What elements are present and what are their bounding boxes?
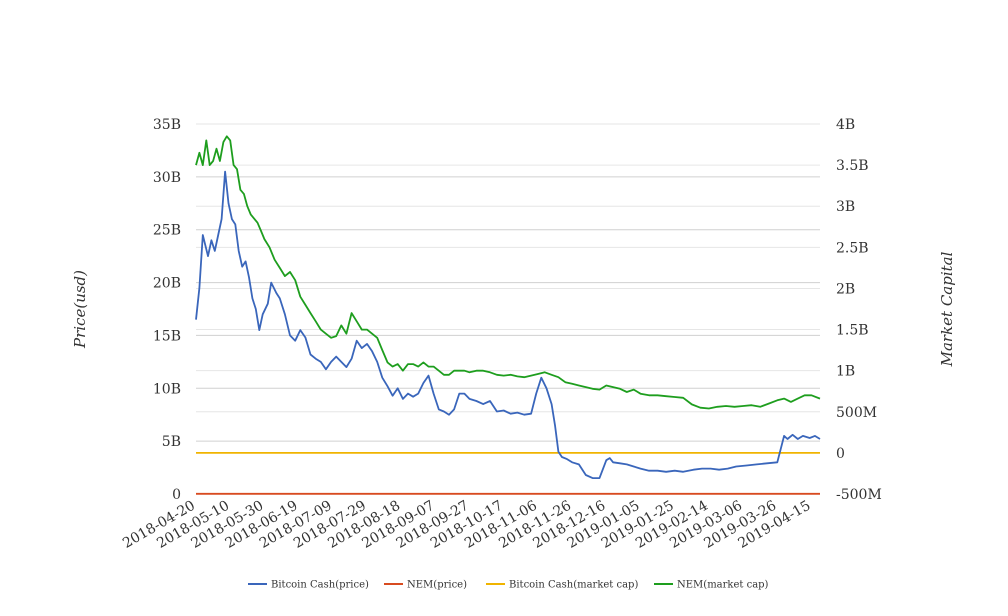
left-tick-label: 20B: [153, 276, 181, 292]
right-tick-label: 1B: [836, 364, 855, 380]
left-tick-label: 35B: [153, 117, 181, 133]
legend-label: NEM(market cap): [677, 580, 769, 591]
legend: Bitcoin Cash(price) NEM(price) Bitcoin Cas…: [248, 580, 769, 591]
right-tick-label: 2.5B: [836, 240, 869, 256]
right-tick-label: 3B: [836, 199, 855, 215]
left-tick-label: 30B: [153, 170, 181, 186]
right-tick-label: 1.5B: [836, 323, 869, 339]
series-line-bitcoin-cash-price: [195, 170, 821, 480]
right-tick-label: 4B: [836, 117, 855, 133]
right-tick-label: 2B: [836, 281, 855, 297]
x-axis-ticks: 2018-04-202018-05-102018-05-302018-06-19…: [120, 498, 813, 552]
left-tick-label: 15B: [153, 328, 181, 344]
series-line-nem-market-cap: [195, 135, 821, 410]
right-tick-label: 0: [836, 446, 845, 462]
legend-label: Bitcoin Cash(market cap): [509, 580, 638, 591]
right-tick-label: 3.5B: [836, 158, 869, 174]
left-tick-label: 5B: [162, 434, 181, 450]
right-axis-ticks: -500M 0 500M 1B 1.5B 2B 2.5B 3B 3.5B 4B: [836, 117, 882, 503]
left-axis-title: Price(usd): [71, 270, 89, 349]
grid: [196, 123, 820, 495]
right-axis-title: Market Capital: [938, 251, 956, 367]
left-axis-ticks: 0 5B 10B 15B 20B 25B 30B 35B: [153, 117, 181, 503]
right-tick-label: -500M: [836, 487, 882, 503]
legend-label: Bitcoin Cash(price): [271, 580, 369, 591]
left-tick-label: 25B: [153, 223, 181, 239]
left-tick-label: 0: [172, 487, 181, 503]
right-tick-label: 500M: [836, 405, 877, 421]
legend-label: NEM(price): [407, 580, 467, 591]
left-tick-label: 10B: [153, 381, 181, 397]
series-lines: [195, 135, 821, 495]
